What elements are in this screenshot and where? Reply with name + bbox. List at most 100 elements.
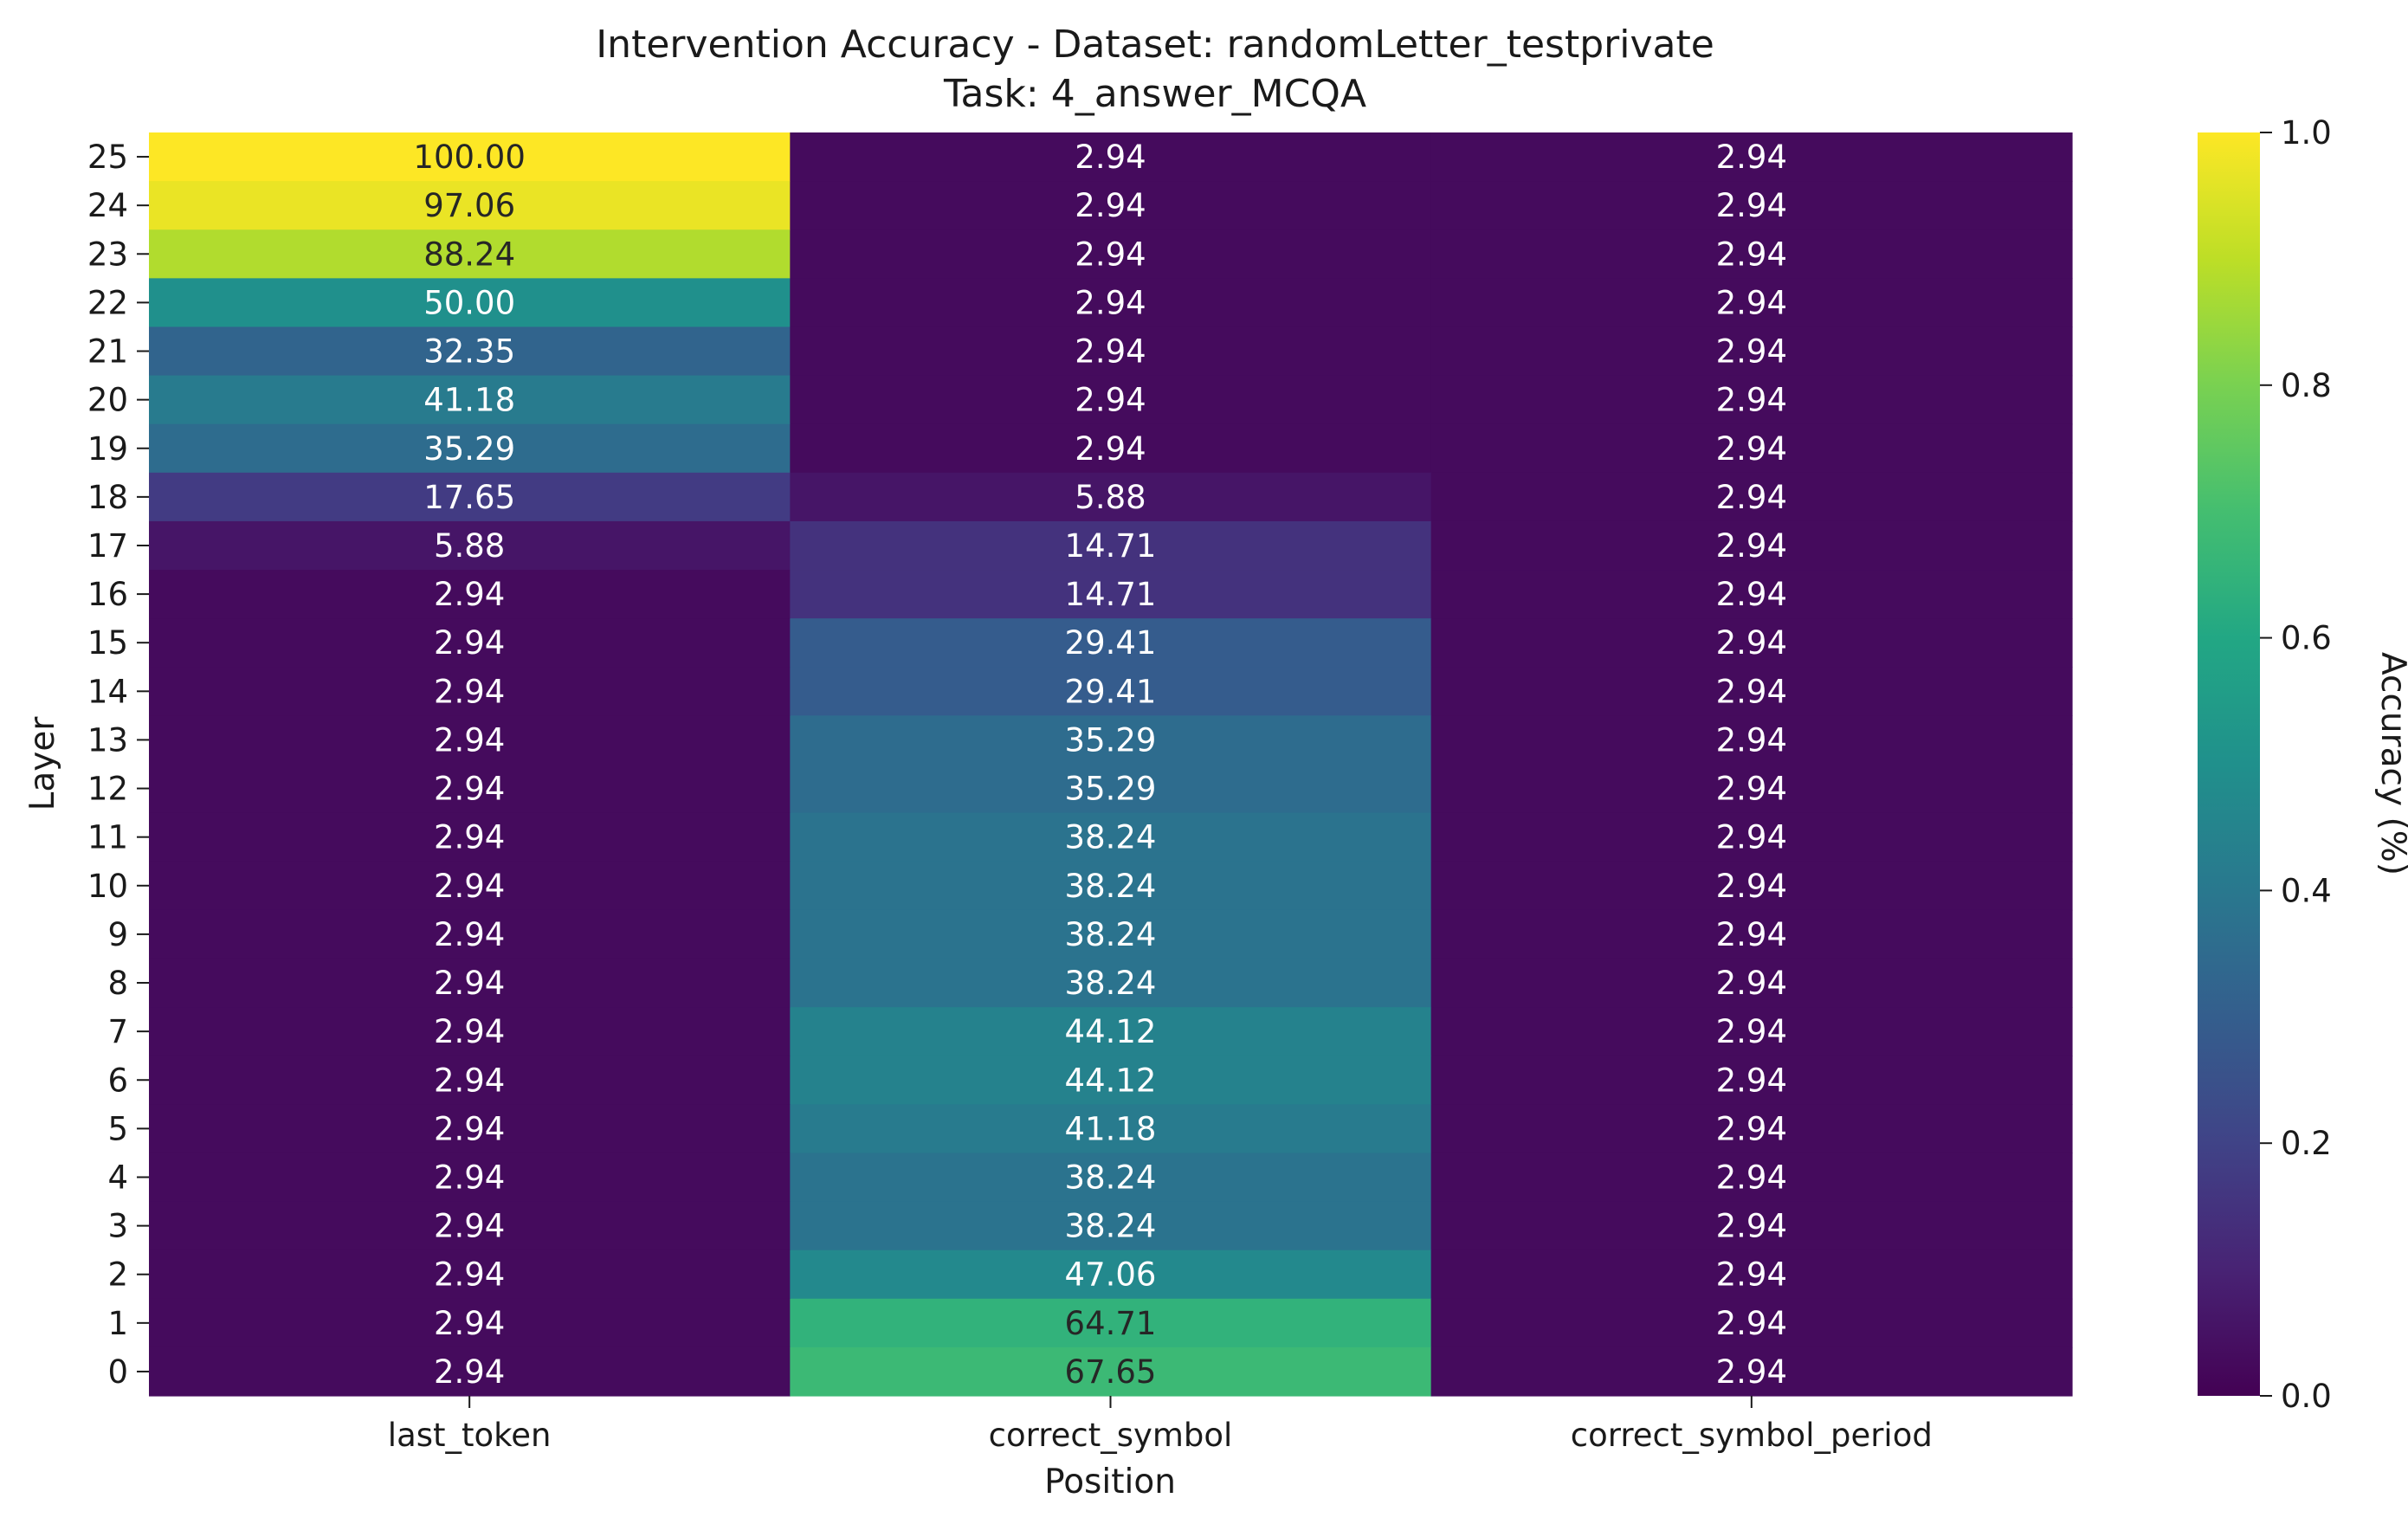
cell-value-label: 38.24 <box>1065 1159 1157 1196</box>
y-tick-label: 9 <box>107 916 128 953</box>
y-tick-label: 24 <box>87 187 128 224</box>
cell-value-label: 32.35 <box>423 333 515 371</box>
colorbar-tick-label: 0.4 <box>2281 872 2332 909</box>
heatmap-cell <box>149 958 791 1008</box>
y-tick-label: 2 <box>107 1256 128 1294</box>
x-tick-label: correct_symbol <box>989 1417 1233 1454</box>
heatmap-cell <box>790 909 1432 959</box>
cell-value-label: 2.94 <box>1716 1305 1787 1342</box>
cell-value-label: 44.12 <box>1065 1062 1157 1099</box>
y-axis-label: Layer <box>23 716 62 811</box>
heatmap-cell <box>790 472 1432 522</box>
cell-value-label: 2.94 <box>434 771 505 808</box>
heatmap-cell <box>1430 909 2073 959</box>
cell-value-label: 5.88 <box>434 527 505 565</box>
cell-value-label: 35.29 <box>423 430 515 468</box>
heatmap-cell <box>149 375 791 425</box>
heatmap-cell <box>149 1007 791 1056</box>
cell-value-label: 29.41 <box>1065 673 1157 710</box>
heatmap-cell <box>149 667 791 716</box>
heatmap-cell <box>790 1298 1432 1348</box>
heatmap-cell <box>790 1007 1432 1056</box>
y-tick-label: 10 <box>87 868 128 905</box>
cell-value-label: 88.24 <box>423 236 515 273</box>
cell-value-label: 2.94 <box>434 1110 505 1147</box>
cell-value-label: 2.94 <box>1716 1353 1787 1391</box>
heatmap-cell <box>149 764 791 814</box>
heatmap-cell <box>790 229 1432 279</box>
cell-value-label: 14.71 <box>1065 527 1157 565</box>
heatmap-cell <box>149 1104 791 1154</box>
y-tick-label: 18 <box>87 479 128 516</box>
heatmap-cell <box>1430 570 2073 619</box>
cell-value-label: 2.94 <box>1716 965 1787 1002</box>
y-tick-label: 17 <box>87 527 128 565</box>
cell-value-label: 2.94 <box>1716 236 1787 273</box>
y-tick-label: 15 <box>87 624 128 662</box>
heatmap-cell <box>1430 1298 2073 1348</box>
cell-value-label: 2.94 <box>1075 284 1146 321</box>
cell-value-label: 2.94 <box>434 1159 505 1196</box>
cell-value-label: 2.94 <box>434 1062 505 1099</box>
heatmap-cell <box>149 1056 791 1105</box>
heatmap-cell <box>790 715 1432 765</box>
heatmap-cell <box>790 132 1432 182</box>
cell-value-label: 38.24 <box>1065 1208 1157 1245</box>
y-tick-label: 25 <box>87 139 128 176</box>
cell-value-label: 2.94 <box>1716 139 1787 176</box>
heatmap-cell <box>1430 181 2073 230</box>
heatmap-cell <box>790 423 1432 474</box>
y-tick-label: 23 <box>87 236 128 273</box>
cell-value-label: 2.94 <box>1075 333 1146 371</box>
heatmap-cell <box>790 278 1432 328</box>
heatmap-cell <box>790 570 1432 619</box>
y-tick-label: 20 <box>87 382 128 419</box>
heatmap-cell <box>1430 618 2073 668</box>
cell-value-label: 2.94 <box>1716 284 1787 321</box>
heatmap-cell <box>1430 958 2073 1008</box>
heatmap-cell <box>149 715 791 765</box>
heatmap-cell <box>790 1056 1432 1105</box>
y-tick-label: 6 <box>107 1062 128 1099</box>
cell-value-label: 47.06 <box>1065 1256 1157 1294</box>
heatmap-cell <box>790 1104 1432 1154</box>
cell-value-label: 2.94 <box>434 1353 505 1391</box>
heatmap-cell <box>1430 472 2073 522</box>
heatmap-cell <box>790 1250 1432 1300</box>
cell-value-label: 2.94 <box>1716 1159 1787 1196</box>
heatmap-cell <box>149 909 791 959</box>
cell-value-label: 2.94 <box>434 1013 505 1050</box>
heatmap-cell <box>790 1346 1432 1397</box>
colorbar-tick-label: 0.6 <box>2281 620 2332 657</box>
cell-value-label: 2.94 <box>1716 1062 1787 1099</box>
heatmap-cell <box>790 375 1432 425</box>
heatmap-cell <box>790 667 1432 716</box>
heatmap-cell <box>1430 764 2073 814</box>
cell-value-label: 2.94 <box>434 916 505 953</box>
colorbar-tick-label: 1.0 <box>2281 114 2332 152</box>
chart-title: Intervention Accuracy - Dataset: randomL… <box>596 23 1714 67</box>
cell-value-label: 2.94 <box>1075 382 1146 419</box>
cell-value-label: 2.94 <box>434 721 505 759</box>
heatmap-cell <box>1430 1201 2073 1251</box>
cell-value-label: 100.00 <box>413 139 525 176</box>
cell-value-label: 2.94 <box>1716 527 1787 565</box>
colorbar-gradient <box>2198 132 2260 1396</box>
heatmap-cell <box>1430 1153 2073 1203</box>
chart-subtitle: Task: 4_answer_MCQA <box>943 72 1366 116</box>
heatmap-cell <box>790 1201 1432 1251</box>
heatmap-cell <box>149 132 791 182</box>
heatmap-cell <box>149 618 791 668</box>
heatmap-cell <box>149 1153 791 1203</box>
cell-value-label: 14.71 <box>1065 576 1157 613</box>
cell-value-label: 41.18 <box>1065 1110 1157 1147</box>
cell-value-label: 2.94 <box>1716 771 1787 808</box>
cell-value-label: 2.94 <box>434 1305 505 1342</box>
heatmap-cell <box>1430 278 2073 328</box>
cell-value-label: 5.88 <box>1075 479 1146 516</box>
cell-value-label: 64.71 <box>1065 1305 1157 1342</box>
cell-value-label: 97.06 <box>423 187 515 224</box>
y-tick-label: 11 <box>87 819 128 856</box>
cell-value-label: 2.94 <box>1716 479 1787 516</box>
